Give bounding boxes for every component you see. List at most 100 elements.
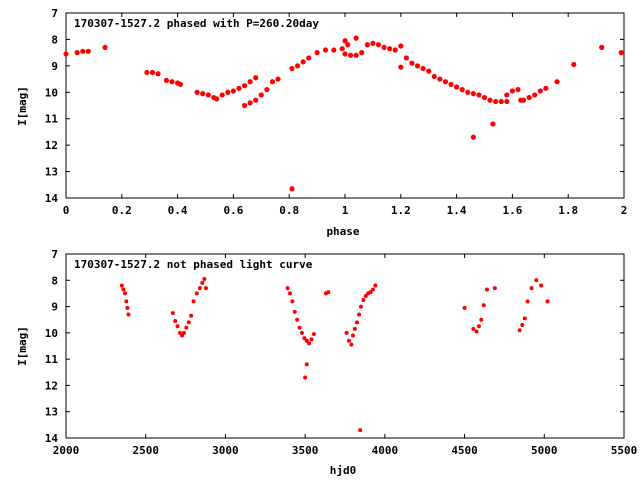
data-point — [498, 98, 504, 105]
y-tick-label: 9 — [51, 60, 58, 73]
data-point — [331, 47, 337, 53]
data-point — [181, 330, 186, 335]
data-point — [304, 338, 309, 343]
data-point — [299, 330, 304, 335]
data-point — [307, 341, 312, 346]
data-point — [492, 286, 497, 291]
data-point — [387, 46, 393, 52]
data-point — [342, 51, 348, 57]
data-point — [300, 59, 306, 65]
data-point — [175, 324, 180, 329]
data-point — [459, 87, 465, 93]
data-point — [303, 375, 308, 380]
data-point — [398, 64, 404, 70]
data-point — [126, 312, 131, 317]
data-point — [197, 286, 202, 291]
data-point — [184, 325, 189, 330]
tick-group: 2000 2500 3000 3500 4000 4500 5000 5500 7 8 9 10 11 1… — [45, 248, 638, 457]
y-tick-label: 11 — [45, 353, 59, 366]
x-tick-label: 0.2 — [112, 204, 132, 217]
data-point — [169, 79, 175, 85]
data-point — [264, 87, 270, 93]
data-point — [470, 91, 476, 97]
data-point — [144, 69, 150, 76]
data-point — [214, 96, 220, 102]
plot-frame — [65, 253, 625, 439]
data-point — [170, 311, 175, 316]
data-point — [200, 280, 205, 285]
data-point — [381, 44, 387, 50]
data-point — [504, 92, 510, 98]
data-point — [358, 428, 363, 433]
x-tick-label: 1.8 — [558, 204, 578, 217]
data-point — [515, 87, 521, 93]
data-point — [363, 294, 368, 299]
data-point — [285, 286, 290, 291]
y-tick-label: 7 — [51, 7, 58, 20]
data-point — [275, 76, 281, 82]
data-point — [398, 43, 404, 49]
chart-title: 170307-1527.2 phased with P=260.20day — [74, 17, 319, 30]
y-tick-label: 8 — [51, 274, 58, 287]
data-point — [361, 298, 366, 302]
data-point — [186, 320, 191, 325]
data-point — [352, 326, 357, 331]
data-point — [203, 286, 208, 291]
data-point — [409, 60, 415, 66]
data-point — [306, 55, 312, 61]
x-tick-label: 2500 — [132, 444, 159, 457]
x-tick-label: 2 — [621, 204, 628, 217]
x-tick-label: 5000 — [531, 444, 558, 457]
data-point — [599, 44, 605, 50]
data-point — [236, 85, 242, 91]
data-point — [532, 92, 538, 98]
data-point — [302, 336, 307, 341]
x-tick-label: 4500 — [451, 444, 478, 457]
data-points — [119, 276, 550, 433]
data-point — [353, 52, 359, 58]
x-tick-label: 3500 — [292, 444, 319, 457]
x-tick-label: 1.2 — [391, 204, 411, 217]
data-point — [431, 73, 437, 80]
data-point — [205, 92, 211, 98]
x-tick-label: 5500 — [611, 444, 638, 457]
data-point — [526, 94, 532, 101]
data-point — [479, 317, 484, 322]
data-point — [247, 100, 253, 106]
data-point — [517, 328, 522, 333]
y-tick-label: 14 — [45, 192, 59, 205]
data-point — [122, 291, 127, 296]
x-axis-label: hjd0 — [330, 464, 357, 477]
data-point — [339, 46, 345, 52]
data-point — [426, 68, 432, 74]
data-point — [543, 85, 549, 91]
data-point — [309, 337, 314, 342]
data-point — [359, 50, 365, 56]
y-tick-label: 14 — [45, 432, 59, 445]
data-point — [346, 338, 351, 343]
x-tick-label: 0.6 — [223, 204, 243, 217]
data-point — [484, 287, 489, 292]
x-tick-label: 1.6 — [502, 204, 522, 217]
data-point — [368, 290, 373, 295]
data-point — [344, 330, 349, 335]
data-point — [442, 79, 449, 85]
data-point — [85, 48, 91, 54]
data-point — [202, 276, 207, 281]
data-point — [525, 299, 530, 304]
y-tick-label: 12 — [45, 379, 58, 392]
data-point — [314, 50, 320, 56]
phased-plot: 0 0.2 0.4 0.6 0.8 1 1.2 1.4 1.6 1.8 2 7 8 9 10 11 12 13 14… — [16, 7, 627, 238]
data-point — [448, 81, 454, 87]
data-point — [470, 134, 476, 140]
data-point — [177, 81, 183, 87]
unphased-plot: 2000 2500 3000 3500 4000 4500 5000 5500 7 8 9 10 11 1… — [16, 248, 637, 477]
data-point — [487, 97, 493, 103]
data-point — [347, 52, 354, 58]
data-point — [462, 305, 467, 310]
y-tick-label: 10 — [45, 327, 58, 340]
data-point — [522, 316, 527, 321]
chart-title: 170307-1527.2 not phased light curve — [74, 258, 313, 271]
